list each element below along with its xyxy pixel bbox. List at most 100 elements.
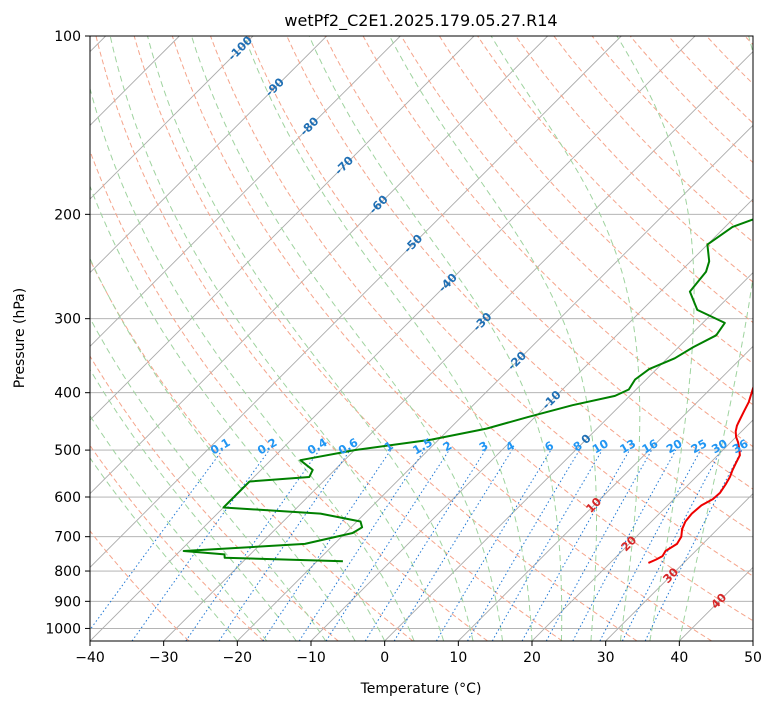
isotherm-label: -50 — [401, 231, 426, 256]
y-tick-label: 1000 — [45, 621, 81, 637]
x-axis: −40 −30 −20 −10 0 10 20 30 40 50 — [75, 641, 762, 666]
x-tick-label: −10 — [296, 650, 326, 666]
mixing-ratio-line — [218, 449, 351, 641]
grid-layer — [90, 36, 753, 641]
dry-adiabat — [706, 36, 753, 85]
y-tick-label: 700 — [54, 530, 81, 546]
x-tick-label: 20 — [523, 650, 541, 666]
dewpoint-profile — [182, 218, 753, 563]
y-tick-label: 800 — [54, 564, 81, 580]
isotherm-line — [90, 36, 401, 347]
x-tick-label: 10 — [449, 650, 467, 666]
dry-adiabat — [90, 258, 414, 641]
y-tick-label: 100 — [54, 29, 81, 45]
isotherm-line — [752, 640, 753, 641]
isotherm-line — [90, 36, 548, 495]
dry-adiabat — [90, 444, 264, 641]
mixing-ratio-label: 13 — [617, 436, 638, 456]
y-tick-label: 400 — [54, 386, 81, 402]
x-tick-label: 50 — [744, 650, 762, 666]
x-tick-label: 40 — [670, 650, 688, 666]
mixing-ratio-line — [545, 449, 653, 641]
isotherm-line — [384, 272, 753, 641]
isotherm-label: 10 — [583, 494, 604, 515]
moist-adiabat — [191, 36, 503, 641]
dry-adiabat — [324, 36, 753, 490]
mixing-ratio-line — [572, 449, 677, 641]
dry-adiabat — [591, 36, 753, 203]
dry-adiabat — [438, 36, 753, 365]
x-tick-label: −20 — [223, 650, 253, 666]
x-axis-label: Temperature (°C) — [360, 681, 482, 697]
isotherm-line — [458, 345, 753, 641]
moist-adiabat — [90, 457, 238, 641]
dry-adiabat — [553, 36, 753, 243]
isotherm-label: -70 — [332, 153, 357, 178]
mixing-ratio-label: 1.5 — [410, 435, 435, 457]
mixing-ratio-line — [185, 449, 320, 641]
y-tick-label: 900 — [54, 594, 81, 610]
mixing-ratio-line — [599, 449, 701, 641]
moist-adiabat — [90, 257, 356, 641]
moist-adiabat — [308, 36, 563, 641]
mixing-ratio-label: 3 — [477, 438, 491, 454]
dry-adiabat — [668, 36, 753, 124]
mixing-ratio-line — [393, 449, 513, 641]
dry-adiabat — [362, 36, 753, 448]
mixing-ratio-label: 25 — [688, 436, 709, 456]
isotherm-line — [90, 36, 622, 568]
x-tick-label: 0 — [380, 650, 389, 666]
isotherm-line — [90, 36, 254, 200]
dry-adiabat — [90, 355, 339, 641]
mixing-ratio-line — [90, 449, 223, 631]
y-tick-label: 300 — [54, 312, 81, 328]
mixing-ratio-label: 36 — [730, 436, 751, 456]
isotherm-line — [90, 36, 327, 274]
isotherm-label: -60 — [366, 192, 391, 217]
isotherm-label: 20 — [618, 533, 639, 554]
mixing-ratio-label: 30 — [709, 436, 730, 456]
mixing-ratio-line — [364, 449, 486, 641]
x-tick-label: 30 — [597, 650, 615, 666]
moist-adiabat — [90, 317, 327, 641]
mixing-ratio-label: 6 — [542, 438, 556, 454]
moist-adiabat — [90, 86, 415, 641]
moist-adiabat — [90, 368, 297, 641]
isotherm-label: -90 — [262, 75, 287, 100]
chart-title: wetPf2_C2E1.2025.179.05.27.R14 — [284, 11, 557, 31]
temperature-profile — [648, 385, 753, 564]
dry-adiabat — [515, 36, 753, 283]
mixing-ratio-label: 0.2 — [255, 435, 280, 457]
mixing-ratio-line — [131, 449, 270, 641]
y-tick-label: 200 — [54, 207, 81, 223]
dry-adiabat — [477, 36, 753, 324]
mixing-ratio-label: 1 — [382, 438, 396, 454]
mixing-ratio-label: 10 — [590, 436, 611, 456]
isotherm-line — [237, 124, 753, 641]
mixing-ratio-line — [491, 449, 603, 641]
moist-adiabat — [109, 36, 445, 641]
mixing-ratio-label: 0.1 — [208, 435, 233, 457]
moist-adiabat — [90, 414, 268, 641]
isotherm-label: -30 — [470, 309, 495, 334]
isotherm-label: -80 — [297, 114, 322, 139]
moist-adiabat — [90, 184, 386, 641]
y-tick-label: 600 — [54, 490, 81, 506]
mixing-ratio-label: 20 — [664, 436, 685, 456]
dry-adiabat — [90, 149, 488, 641]
mixing-ratio-line — [467, 449, 580, 641]
dry-adiabat — [248, 36, 753, 577]
dry-adiabat — [744, 36, 753, 46]
dry-adiabat — [133, 36, 638, 641]
moist-adiabat — [243, 36, 533, 641]
plot-frame — [89, 35, 754, 642]
moist-adiabat — [616, 36, 695, 641]
isotherm-label: 30 — [660, 565, 681, 586]
x-tick-label: −40 — [75, 650, 105, 666]
mixing-ratio-label: 0.4 — [305, 435, 330, 457]
isotherm-line — [163, 51, 753, 641]
isotherm-label: -100 — [225, 33, 255, 63]
y-tick-label: 500 — [54, 443, 81, 459]
dry-adiabat — [90, 530, 190, 641]
